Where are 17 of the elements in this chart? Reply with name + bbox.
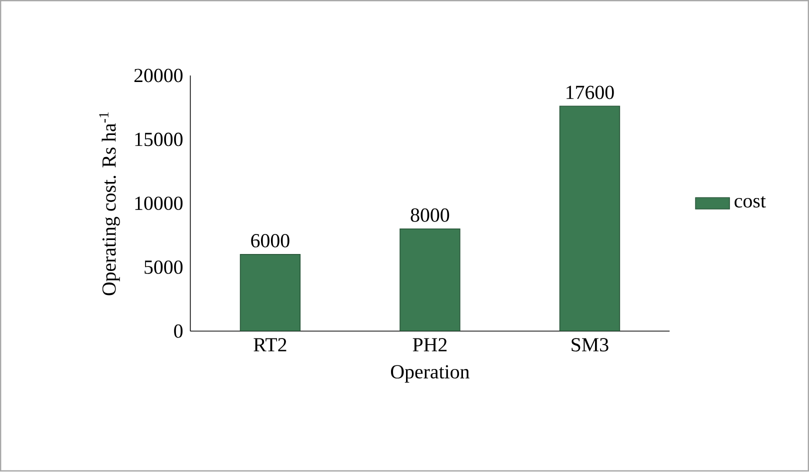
y-axis-title: Operating cost. Rs ha$^{-1}$ [99, 112, 120, 296]
x-tick-label: SM3 [572, 338, 608, 352]
y-tick-label: 20000 [134, 69, 183, 82]
data-label: 6000 [251, 234, 290, 248]
bar [240, 254, 301, 332]
y-tick-label: 5000 [144, 260, 183, 274]
y-tick-label: 0 [174, 324, 183, 338]
x-axis-title: Operation [390, 365, 470, 383]
legend-label: cost [734, 196, 766, 208]
x-tick-label: PH2 [412, 338, 447, 352]
x-tick-label: RT2 [254, 338, 286, 352]
bar [559, 106, 620, 332]
data-label: 8000 [410, 208, 450, 222]
y-tick-label: 10000 [135, 196, 183, 210]
data-label: 17600 [566, 86, 614, 100]
bar [400, 228, 460, 332]
y-tick-label: 15000 [135, 132, 183, 146]
